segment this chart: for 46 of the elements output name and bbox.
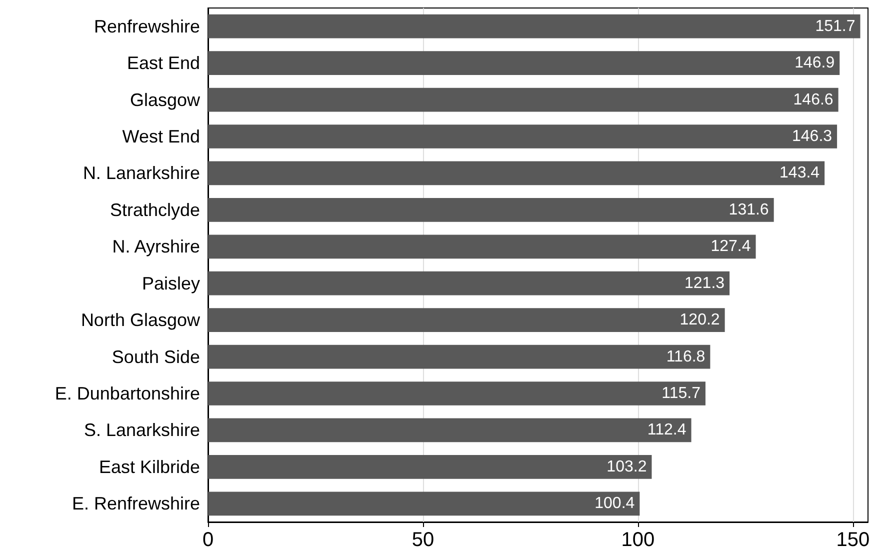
x-tick-label: 0 (202, 529, 214, 551)
data-label: 115.7 (662, 385, 701, 402)
y-tick-label: Paisley (142, 273, 200, 294)
data-label: 121.3 (684, 274, 725, 292)
bar (208, 124, 838, 148)
y-tick-label: Glasgow (130, 90, 201, 110)
bar (208, 492, 640, 516)
x-tick-label: 50 (412, 529, 434, 551)
data-label: 143.4 (780, 164, 820, 182)
bar (208, 234, 756, 259)
data-label: 146.6 (793, 91, 834, 108)
bar (208, 198, 774, 222)
y-tick-label: Renfrewshire (94, 16, 200, 36)
data-label: 112.4 (647, 422, 686, 439)
y-tick-label: E. Dunbartonshire (54, 384, 200, 404)
data-label: 146.9 (794, 54, 835, 72)
data-label: 116.8 (666, 348, 706, 366)
data-label: 103.2 (606, 458, 647, 476)
data-label: 146.3 (792, 128, 832, 145)
bar (208, 51, 840, 76)
y-tick-label: Strathclyde (110, 200, 200, 220)
bar (208, 418, 692, 442)
y-tick-label: North Glasgow (80, 310, 201, 330)
data-label: 151.7 (815, 18, 856, 35)
bar (208, 344, 710, 369)
data-label: 100.4 (594, 495, 635, 512)
y-tick-label: East End (126, 53, 200, 74)
bar (208, 382, 706, 406)
y-tick-label: E. Renfrewshire (72, 494, 200, 514)
y-tick-label: N. Ayrshire (112, 236, 200, 257)
x-tick-label: 150 (836, 529, 870, 551)
bar (208, 14, 860, 38)
y-tick-label: N. Lanarkshire (82, 163, 200, 184)
data-label: 131.6 (728, 201, 769, 218)
data-label: 120.2 (680, 312, 720, 329)
bar (208, 271, 730, 296)
y-tick-label: S. Lanarkshire (84, 420, 200, 440)
x-tick-label: 100 (621, 529, 655, 551)
bar (208, 88, 838, 112)
data-label: 127.4 (710, 238, 751, 256)
bar (208, 308, 725, 332)
bar (208, 454, 652, 479)
y-tick-label: South Side (112, 346, 200, 367)
y-tick-label: West End (122, 126, 200, 146)
y-tick-label: East Kilbride (98, 456, 200, 477)
bar (208, 161, 825, 186)
